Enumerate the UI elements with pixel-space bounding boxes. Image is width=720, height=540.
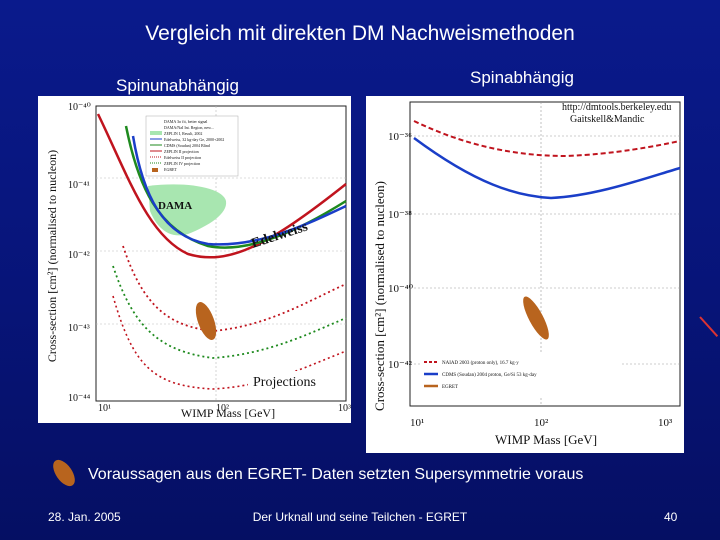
y-tick: 10⁻⁴⁰ [68, 102, 91, 113]
egret-region [195, 302, 217, 340]
legend-entries: DAMA 3σ fit, better signal DAMA/NaI Int.… [164, 119, 224, 172]
x-axis-label: WIMP Mass [GeV] [181, 406, 275, 420]
edelweiss-label: Edelweiss [250, 219, 311, 251]
plot-frame [95, 105, 347, 402]
blue-curve [131, 135, 347, 246]
bullet-ellipse-icon [53, 459, 75, 487]
footer-date: 28. Jan. 2005 [48, 510, 121, 524]
y-tick: 10⁻³⁸ [388, 209, 412, 221]
legend-entry: CDMS (Soudan) 2004 proton, Ge/Si 53 kg·d… [442, 373, 537, 378]
cdms-curve [413, 136, 681, 200]
x-tick: 10² [216, 403, 229, 414]
y-tick: 10⁻⁴⁴ [68, 393, 91, 404]
legend-box [420, 352, 620, 396]
projections-bg [248, 371, 336, 391]
legend-entry: EGRET [442, 385, 458, 390]
footer-title: Der Urknall und seine Teilchen - EGRET [252, 510, 468, 524]
legend-box [145, 115, 239, 177]
y-axis-label: Cross-section [cm²] (normalised to nucle… [372, 181, 387, 411]
x-tick: 10³ [338, 403, 351, 414]
svg-text:DAMA/NaI Int. Region, new...: DAMA/NaI Int. Region, new... [164, 125, 214, 131]
decorative-line [699, 316, 719, 337]
svg-text:CDMS (Soudan) 2004 Blind: CDMS (Soudan) 2004 Blind [164, 143, 210, 148]
svg-text:Edelweiss, 32 kg-day Ge, 2000+: Edelweiss, 32 kg-day Ge, 2000+2002 [164, 137, 224, 143]
source-url: http://dmtools.berkeley.edu [562, 102, 671, 113]
projections-label: Projections [253, 375, 316, 390]
label-spin-dependent: Spinabhängig [470, 68, 574, 87]
svg-text:Edelweiss II projection: Edelweiss II projection [164, 155, 201, 160]
x-axis-label: WIMP Mass [GeV] [495, 432, 597, 447]
red-projection-2 [112, 295, 347, 390]
y-tick: 10⁻³⁶ [388, 131, 412, 143]
x-tick: 10² [534, 417, 549, 429]
left-plot-svg: Cross-section [cm²] (normalised to nucle… [45, 102, 351, 420]
svg-text:ZEPLIN IV projection: ZEPLIN IV projection [164, 161, 200, 166]
x-tick: 10³ [658, 417, 673, 429]
y-tick: 10⁻⁴² [68, 250, 90, 261]
svg-text:ZEPLIN II projection: ZEPLIN II projection [164, 149, 199, 154]
slide-title: Vergleich mit direkten DM Nachweismethod… [145, 22, 575, 45]
left-plot-panel: Cross-section [cm²] (normalised to nucle… [38, 96, 351, 423]
svg-text:DAMA 3σ fit, better signal: DAMA 3σ fit, better signal [164, 119, 208, 125]
authors: Gaitskell&Mandic [570, 114, 645, 125]
y-tick: 10⁻⁴⁰ [388, 283, 414, 295]
right-plot-svg: Cross-section [cm²] (normalised to nucle… [366, 96, 684, 453]
naiad-curve [413, 120, 681, 158]
x-tick: 10¹ [98, 403, 111, 414]
svg-text:ZEPLIN I, Result, 2002: ZEPLIN I, Result, 2002 [164, 131, 202, 137]
y-tick: 10⁻⁴² [388, 359, 413, 371]
plot-frame [409, 101, 681, 407]
svg-text:EGRET: EGRET [164, 167, 177, 172]
x-tick: 10¹ [410, 417, 424, 429]
label-spin-independent: Spinunabhängig [116, 76, 239, 95]
red-projection [122, 245, 347, 332]
bottom-caption: Voraussagen aus den EGRET- Daten setzten… [88, 466, 584, 483]
egret-region [523, 296, 549, 340]
y-tick: 10⁻⁴³ [68, 323, 90, 334]
green-projection [112, 265, 347, 359]
y-tick: 10⁻⁴¹ [68, 180, 90, 191]
red-curve [96, 113, 347, 259]
page-number: 40 [664, 510, 678, 524]
legend-entry: NAIAD 2003 (proton only), 16.7 kg·y [442, 361, 519, 366]
right-plot-panel: Cross-section [cm²] (normalised to nucle… [366, 96, 684, 453]
dama-label: DAMA [158, 200, 192, 212]
y-axis-label: Cross-section [cm²] (normalised to nucle… [45, 150, 59, 362]
